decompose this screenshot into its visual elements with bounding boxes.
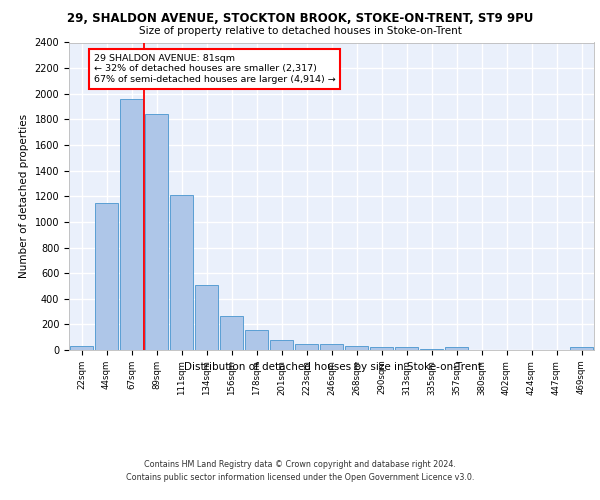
Bar [120,99,143,350]
Bar [345,346,368,350]
Text: 29, SHALDON AVENUE, STOCKTON BROOK, STOKE-ON-TRENT, ST9 9PU: 29, SHALDON AVENUE, STOCKTON BROOK, STOK… [67,12,533,24]
Bar [370,347,393,350]
Text: Distribution of detached houses by size in Stoke-on-Trent: Distribution of detached houses by size … [184,362,482,372]
Bar [95,202,118,350]
Bar [395,348,418,350]
Text: 29 SHALDON AVENUE: 81sqm
← 32% of detached houses are smaller (2,317)
67% of sem: 29 SHALDON AVENUE: 81sqm ← 32% of detach… [94,54,336,84]
Bar [220,316,243,350]
Bar [170,195,193,350]
Bar [320,344,343,350]
Text: Contains HM Land Registry data © Crown copyright and database right 2024.: Contains HM Land Registry data © Crown c… [144,460,456,469]
Bar [570,348,593,350]
Bar [70,346,93,350]
Bar [295,344,318,350]
Bar [145,114,168,350]
Bar [195,284,218,350]
Bar [445,348,468,350]
Bar [270,340,293,350]
Text: Contains public sector information licensed under the Open Government Licence v3: Contains public sector information licen… [126,473,474,482]
Bar [245,330,268,350]
Bar [420,348,443,350]
Text: Size of property relative to detached houses in Stoke-on-Trent: Size of property relative to detached ho… [139,26,461,36]
Y-axis label: Number of detached properties: Number of detached properties [19,114,29,278]
